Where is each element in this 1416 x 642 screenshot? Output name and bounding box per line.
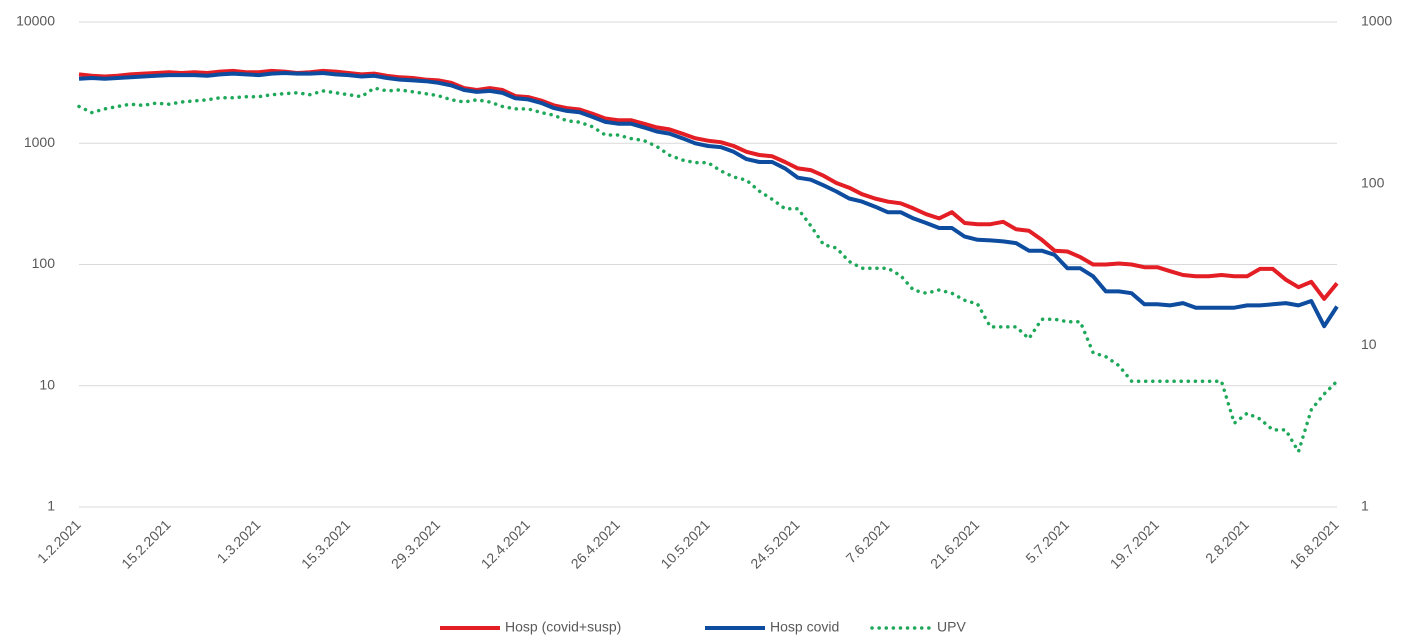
y2-tick-label: 10 [1361, 336, 1377, 352]
x-tick-label: 1.2.2021 [34, 516, 84, 566]
y-tick-label: 1000 [24, 134, 55, 150]
x-tick-label: 2.8.2021 [1202, 516, 1252, 566]
y-tick-label: 10000 [16, 13, 55, 29]
y2-tick-label: 1000 [1361, 13, 1392, 29]
y2-tick-label: 100 [1361, 174, 1385, 190]
y-tick-label: 10 [39, 376, 55, 392]
legend-label: UPV [937, 619, 966, 635]
y2-tick-label: 1 [1361, 498, 1369, 514]
y-tick-label: 100 [32, 255, 56, 271]
x-tick-label: 19.7.2021 [1107, 516, 1163, 572]
series-line [77, 86, 1339, 454]
x-tick-label: 21.6.2021 [927, 516, 983, 572]
x-tick-label: 24.5.2021 [747, 516, 803, 572]
x-tick-label: 1.3.2021 [214, 516, 264, 566]
x-tick-label: 15.2.2021 [118, 516, 174, 572]
x-tick-label: 16.8.2021 [1286, 516, 1342, 572]
legend-label: Hosp (covid+susp) [505, 619, 621, 635]
x-tick-label: 15.3.2021 [298, 516, 354, 572]
x-tick-label: 26.4.2021 [568, 516, 624, 572]
x-tick-label: 5.7.2021 [1022, 516, 1072, 566]
x-tick-label: 10.5.2021 [657, 516, 713, 572]
y-tick-label: 1 [47, 498, 55, 514]
x-tick-label: 12.4.2021 [478, 516, 534, 572]
series-line [78, 71, 1339, 329]
x-tick-label: 7.6.2021 [843, 516, 893, 566]
legend-label: Hosp covid [770, 619, 839, 635]
x-tick-label: 29.3.2021 [388, 516, 444, 572]
